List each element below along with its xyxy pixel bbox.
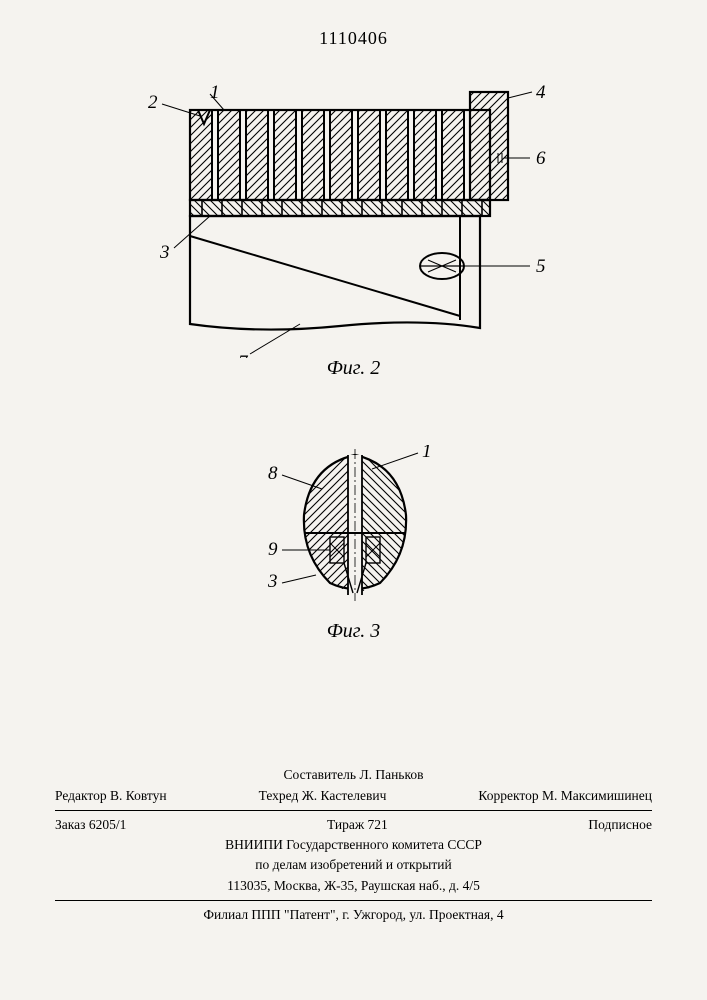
ref-1: 1 — [210, 82, 220, 103]
address: 113035, Москва, Ж-35, Раушская наб., д. … — [55, 876, 652, 896]
compiler-name: Л. Паньков — [359, 767, 423, 782]
figure-3-caption: Фиг. 3 — [0, 620, 707, 643]
techred-name: Ж. Кастелевич — [302, 788, 387, 803]
ref-4: 4 — [536, 82, 546, 103]
ref-9: 9 — [268, 539, 278, 560]
figure-3: 1 3 8 9 Фиг. 3 — [0, 445, 707, 645]
editor-name: В. Ковтун — [110, 788, 167, 803]
techred-label: Техред — [259, 788, 299, 803]
figure-2-caption: Фиг. 2 — [0, 357, 707, 380]
ref-3: 3 — [159, 242, 170, 263]
branch: Филиал ППП "Патент", г. Ужгород, ул. Про… — [55, 905, 652, 925]
corrector-name: М. Максимишинец — [542, 788, 652, 803]
subscription-label: Подписное — [588, 815, 652, 835]
tirazh-label: Тираж — [327, 817, 364, 832]
tirazh-value: 721 — [368, 817, 388, 832]
org-line-1: ВНИИПИ Государственного комитета СССР — [55, 835, 652, 855]
ref-3b: 3 — [267, 571, 278, 592]
ref-6: 6 — [536, 148, 546, 169]
org-line-2: по делам изобретений и открытий — [55, 855, 652, 875]
editor-label: Редактор — [55, 788, 107, 803]
order-value: 6205/1 — [89, 817, 127, 832]
ref-2: 2 — [148, 92, 158, 113]
corrector-label: Корректор — [478, 788, 538, 803]
figure-2-svg: 1 2 3 4 5 6 7 — [0, 78, 707, 358]
ref-1b: 1 — [422, 445, 432, 462]
ref-7: 7 — [238, 352, 249, 358]
order-label: Заказ — [55, 817, 85, 832]
compiler-label: Составитель — [284, 767, 357, 782]
imprint-block: Составитель Л. Паньков Редактор В. Ковту… — [55, 765, 652, 925]
document-number: 1110406 — [0, 28, 707, 49]
ref-8: 8 — [268, 463, 278, 484]
figure-3-svg: 1 3 8 9 — [0, 445, 707, 615]
ref-5: 5 — [536, 256, 546, 277]
figure-2: 1 2 3 4 5 6 7 Фиг. 2 — [0, 78, 707, 378]
